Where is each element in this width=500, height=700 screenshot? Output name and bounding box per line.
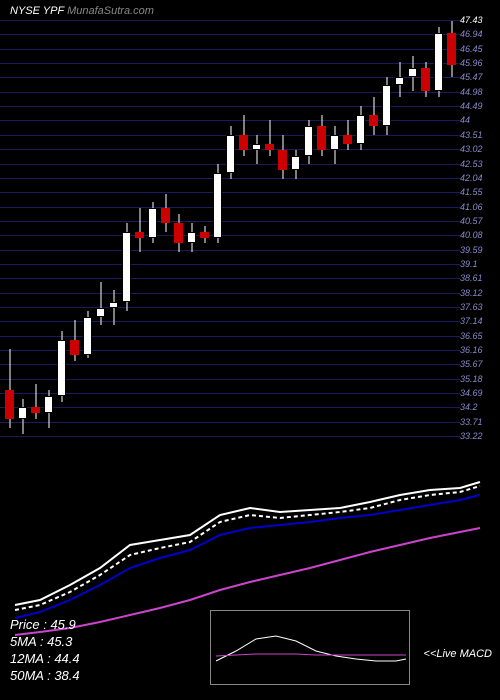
macd-line [216,654,406,656]
candle-body [395,77,404,86]
candle-wick [113,290,114,325]
y-axis-label: 34.2 [460,402,498,412]
candle-body [330,135,339,150]
candle-body [226,135,235,173]
candle-wick [139,208,140,252]
source-label: MunafaSutra.com [67,5,154,17]
y-axis-label: 40.57 [460,216,498,226]
macd-svg [211,611,411,686]
y-axis-label: 45.96 [460,58,498,68]
y-axis-labels: 47.4346.9446.4545.9645.4744.9844.494443.… [460,20,498,430]
y-axis-label: 37.14 [460,316,498,326]
stats-panel: Price : 45.95MA : 45.312MA : 44.450MA : … [10,617,80,685]
y-axis-label: 33.71 [460,417,498,427]
candle-body [44,396,53,414]
y-axis-label: 46.45 [460,44,498,54]
candle-body [109,302,118,308]
ma-line-ma5 [15,486,480,610]
macd-line [216,636,406,661]
y-axis-label: 47.43 [460,15,498,25]
y-axis-label: 43.02 [460,144,498,154]
y-axis-label: 41.55 [460,187,498,197]
y-axis-label: 38.12 [460,288,498,298]
candle-body [239,135,248,150]
candle-body [161,208,170,223]
y-axis-label: 39.59 [460,245,498,255]
candle-body [187,232,196,244]
candle-wick [35,384,36,419]
y-axis-label: 36.16 [460,345,498,355]
candle-body [57,340,66,396]
candle-body [148,208,157,237]
y-axis-label: 40.08 [460,230,498,240]
stat-line: 12MA : 44.4 [10,651,80,668]
candle-body [252,144,261,150]
ticker-label: NYSE YPF [10,5,64,17]
candle-body [31,407,40,413]
y-axis-label: 44.98 [460,87,498,97]
candle-body [122,232,131,302]
y-axis-label: 39.1 [460,259,498,269]
candle-body [356,115,365,144]
candle-body [96,308,105,317]
y-axis-label: 33.22 [460,431,498,441]
y-axis-label: 44 [460,115,498,125]
stat-line: Price : 45.9 [10,617,80,634]
candle-body [265,144,274,150]
candlestick-series [5,20,460,430]
y-axis-label: 46.94 [460,29,498,39]
candle-body [291,156,300,171]
macd-inset [210,610,410,685]
y-axis-label: 42.53 [460,159,498,169]
candle-body [434,33,443,92]
candle-wick [256,135,257,164]
y-axis-label: 38.61 [460,273,498,283]
candle-body [317,126,326,149]
candle-body [408,68,417,77]
candle-body [70,340,79,355]
gridline [0,436,460,437]
candle-body [447,33,456,65]
candle-body [135,232,144,238]
candle-wick [269,120,270,155]
y-axis-label: 35.18 [460,374,498,384]
y-axis-label: 37.63 [460,302,498,312]
candle-body [421,68,430,91]
stat-line: 5MA : 45.3 [10,634,80,651]
y-axis-label: 36.65 [460,331,498,341]
y-axis-label: 42.04 [460,173,498,183]
candle-body [278,150,287,171]
y-axis-label: 45.47 [460,72,498,82]
stat-line: 50MA : 38.4 [10,668,80,685]
y-axis-label: 43.51 [460,130,498,140]
candle-body [343,135,352,144]
candle-wick [100,282,101,326]
y-axis-label: 44.49 [460,101,498,111]
candle-body [304,126,313,155]
candle-body [213,173,222,237]
main-candlestick-chart: 47.4346.9446.4545.9645.4744.9844.494443.… [0,20,500,430]
candle-body [18,407,27,419]
candle-body [174,223,183,244]
macd-label: <<Live MACD [424,648,492,660]
candle-body [382,85,391,126]
y-axis-label: 35.67 [460,359,498,369]
y-axis-label: 41.06 [460,202,498,212]
candle-body [5,390,14,419]
ma-line-ma12 [15,495,480,618]
y-axis-label: 34.69 [460,388,498,398]
candle-body [369,115,378,127]
candle-body [83,317,92,355]
chart-header: NYSE YPF MunafaSutra.com [10,5,154,17]
candle-body [200,232,209,238]
